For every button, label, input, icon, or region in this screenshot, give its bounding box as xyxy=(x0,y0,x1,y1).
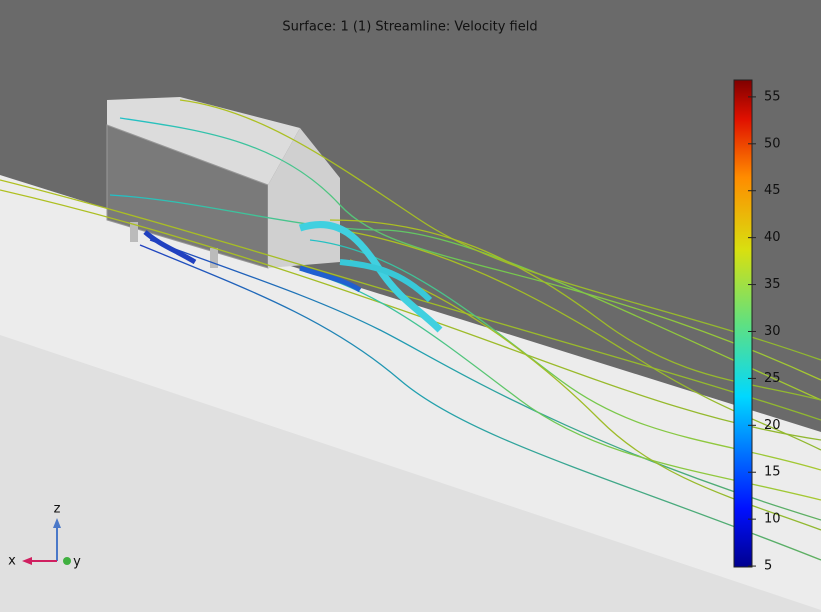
streamline xyxy=(299,269,821,501)
streamline xyxy=(309,239,821,471)
colorbar-tick-label: 50 xyxy=(764,136,781,151)
vehicle xyxy=(106,97,340,269)
triad-x-arrow xyxy=(22,557,32,565)
colorbar-gradient xyxy=(733,79,753,568)
axis-triad: z x y xyxy=(8,502,81,570)
triad-z-label: z xyxy=(54,502,61,517)
colorbar-tick-label: 15 xyxy=(764,465,781,480)
streamline xyxy=(119,117,821,381)
triad-z-arrow xyxy=(53,518,61,528)
wheel-strut xyxy=(130,222,138,242)
streamtube xyxy=(339,259,433,303)
colorbar-tick-label: 10 xyxy=(764,512,781,527)
vehicle-top xyxy=(107,97,300,185)
streamlines xyxy=(0,99,821,561)
streamtube xyxy=(143,230,197,265)
streamline xyxy=(139,244,821,561)
streamline xyxy=(0,179,821,421)
plot-title: Surface: 1 (1) Streamline: Velocity fiel… xyxy=(282,20,537,35)
colorbar-tick-label: 5 xyxy=(764,559,772,574)
ground-shade xyxy=(0,335,821,612)
colorbar-tick-label: 25 xyxy=(764,371,781,386)
colorbar: 5 10 15 20 25 30 35 40 45 50 55 xyxy=(733,79,781,574)
streamline xyxy=(179,99,821,361)
streamline xyxy=(339,229,821,451)
colorbar-tick-label: 55 xyxy=(764,89,781,104)
colorbar-tick-label: 45 xyxy=(764,183,781,198)
colorbar-tick-label: 30 xyxy=(764,324,781,339)
colorbar-tick-label: 20 xyxy=(764,418,781,433)
colorbar-tick-label: 35 xyxy=(764,277,781,292)
streamline xyxy=(109,194,821,401)
triad-y-label: y xyxy=(73,555,81,570)
colorbar-tick-label: 40 xyxy=(764,230,781,245)
triad-x-label: x xyxy=(8,554,16,569)
triad-y-axis xyxy=(63,557,71,565)
wheel-strut xyxy=(210,248,218,268)
streamtube xyxy=(299,265,362,293)
